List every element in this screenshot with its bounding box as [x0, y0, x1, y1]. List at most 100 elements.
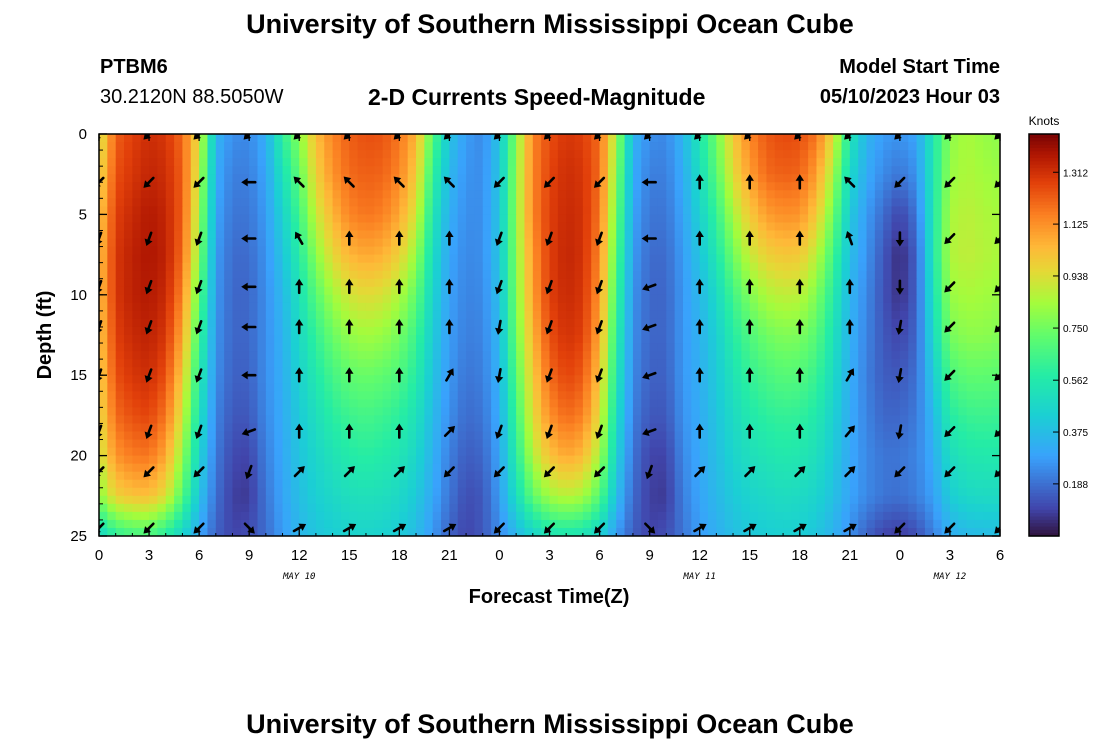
- heatmap-cell: [799, 230, 809, 240]
- heatmap-cell: [290, 351, 300, 360]
- heatmap-cell: [165, 158, 175, 167]
- heatmap-cell: [949, 415, 959, 425]
- heatmap-cell: [524, 431, 534, 441]
- heatmap-cell: [958, 415, 968, 425]
- heatmap-cell: [733, 463, 742, 473]
- heatmap-cell: [883, 447, 893, 457]
- heatmap-cell: [132, 326, 142, 336]
- heatmap-cell: [499, 262, 509, 272]
- heatmap-cell: [265, 310, 275, 320]
- heatmap-cell: [733, 495, 742, 505]
- heatmap-cell: [165, 415, 175, 425]
- heatmap-cell: [799, 359, 809, 368]
- heatmap-cell: [157, 335, 167, 344]
- heatmap-cell: [416, 302, 425, 312]
- heatmap-cell: [874, 487, 884, 497]
- heatmap-cell: [899, 447, 909, 457]
- heatmap-cell: [499, 310, 509, 320]
- heatmap-cell: [708, 206, 717, 215]
- heatmap-cell: [674, 182, 684, 191]
- heatmap-cell: [833, 230, 843, 240]
- heatmap-cell: [482, 431, 492, 441]
- heatmap-cell: [557, 278, 567, 288]
- heatmap-cell: [674, 254, 684, 264]
- heatmap-cell: [632, 439, 642, 449]
- heatmap-cell: [349, 326, 359, 336]
- heatmap-cell: [140, 318, 150, 328]
- heatmap-cell: [466, 214, 476, 224]
- heatmap-cell: [716, 222, 726, 232]
- heatmap-cell: [841, 455, 851, 465]
- heatmap-cell: [324, 182, 334, 191]
- heatmap-cell: [883, 351, 893, 360]
- heatmap-cell: [149, 383, 158, 392]
- heatmap-cell: [432, 447, 442, 457]
- heatmap-cell: [866, 166, 876, 175]
- heatmap-cell: [232, 399, 242, 408]
- heatmap-cell: [432, 294, 442, 304]
- heatmap-cell: [441, 439, 450, 449]
- heatmap-cell: [357, 383, 367, 392]
- heatmap-cell: [224, 230, 234, 240]
- heatmap-cell: [607, 415, 617, 425]
- heatmap-cell: [524, 302, 534, 312]
- heatmap-cell: [424, 471, 434, 481]
- heatmap-cell: [165, 367, 175, 376]
- heatmap-cell: [157, 423, 167, 433]
- heatmap-cell: [933, 214, 943, 224]
- heatmap-cell: [499, 214, 509, 224]
- heatmap-cell: [224, 423, 234, 433]
- heatmap-cell: [165, 335, 175, 344]
- heatmap-cell: [165, 471, 175, 481]
- heatmap-cell: [916, 190, 926, 199]
- heatmap-cell: [124, 407, 133, 416]
- heatmap-cell: [365, 391, 375, 400]
- heatmap-cell: [566, 423, 576, 433]
- heatmap-cell: [390, 463, 400, 473]
- heatmap-cell: [315, 294, 325, 304]
- heatmap-cell: [741, 455, 751, 465]
- heatmap-cell: [733, 158, 742, 167]
- heatmap-cell: [958, 206, 968, 215]
- heatmap-cell: [482, 182, 492, 191]
- heatmap-cell: [365, 198, 375, 207]
- heatmap-cell: [340, 318, 350, 328]
- heatmap-cell: [207, 447, 217, 457]
- heatmap-cell: [741, 463, 751, 473]
- heatmap-cell: [441, 351, 450, 360]
- heatmap-cell: [591, 439, 601, 449]
- heatmap-cell: [407, 407, 417, 416]
- heatmap-cell: [574, 423, 584, 433]
- heatmap-cell: [591, 286, 601, 296]
- heatmap-cell: [641, 150, 651, 159]
- heatmap-cell: [257, 351, 267, 360]
- heatmap-cell: [783, 439, 793, 449]
- station-id: PTBM6: [100, 56, 168, 78]
- heatmap-cell: [908, 423, 918, 433]
- heatmap-cell: [866, 415, 876, 425]
- heatmap-cell: [99, 359, 108, 368]
- heatmap-cell: [708, 335, 717, 344]
- heatmap-cell: [507, 326, 517, 336]
- heatmap-cell: [474, 351, 484, 360]
- heatmap-cell: [574, 326, 584, 336]
- heatmap-cell: [591, 391, 601, 400]
- heatmap-cell: [849, 214, 859, 224]
- heatmap-cell: [107, 343, 117, 352]
- heatmap-cell: [340, 479, 350, 489]
- heatmap-cell: [224, 335, 234, 344]
- heatmap-cell: [99, 246, 108, 256]
- heatmap-cell: [474, 415, 484, 425]
- heatmap-cell: [916, 150, 926, 159]
- heatmap-cell: [307, 166, 317, 175]
- heatmap-cell: [858, 254, 868, 264]
- heatmap-cell: [974, 391, 984, 400]
- heatmap-cell: [374, 174, 384, 183]
- heatmap-cell: [165, 222, 175, 232]
- heatmap-cell: [149, 487, 158, 497]
- heatmap-cell: [549, 431, 559, 441]
- heatmap-cell: [883, 302, 893, 312]
- heatmap-cell: [174, 246, 184, 256]
- heatmap-cell: [407, 198, 417, 207]
- heatmap-cell: [332, 230, 342, 240]
